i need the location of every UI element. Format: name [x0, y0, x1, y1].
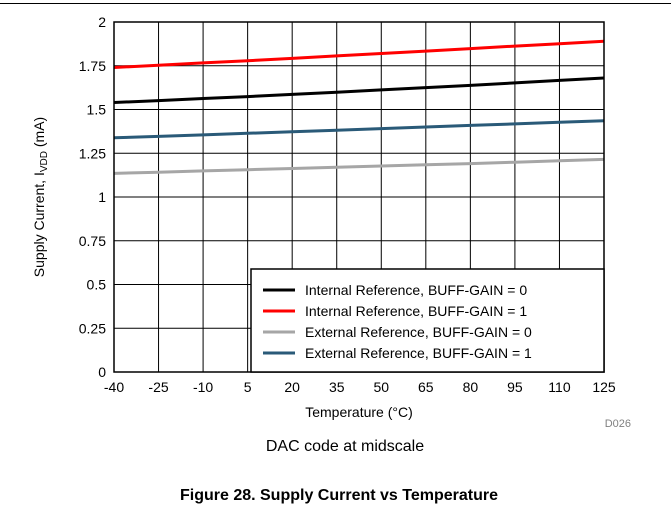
- chart-annotation: DAC code at midscale: [266, 438, 424, 455]
- series-line: [113, 157, 605, 175]
- x-tick-label: -25: [148, 379, 168, 395]
- x-tick-label: 110: [548, 379, 571, 395]
- y-tick-label: 0.75: [79, 233, 106, 249]
- x-tick-label: -10: [193, 379, 213, 395]
- y-axis-title-subscript: VDD: [39, 151, 50, 172]
- y-axis-title-main: Supply Current, I: [31, 172, 47, 277]
- y-tick-label: 1: [98, 189, 106, 205]
- x-tick-label: 35: [329, 379, 345, 395]
- y-tick-label: 0: [98, 364, 106, 380]
- y-axis-title: Supply Current, IVDD (mA): [31, 117, 50, 277]
- y-tick-label: 1.75: [79, 58, 106, 74]
- x-tick-labels: -40 -25 -10 5 20 35 50 65 80 95 110 125: [104, 379, 616, 395]
- legend-entry: Internal Reference, BUFF-GAIN = 1: [305, 303, 527, 319]
- series-line: [113, 119, 605, 140]
- y-tick-label: 1.25: [79, 145, 106, 161]
- legend-entry: External Reference, BUFF-GAIN = 0: [305, 324, 532, 340]
- y-tick-label: 2: [98, 14, 106, 30]
- series-line: [113, 39, 605, 69]
- x-tick-label: 80: [463, 379, 479, 395]
- x-tick-label: -40: [104, 379, 124, 395]
- x-tick-label: 50: [373, 379, 389, 395]
- y-tick-label: 0.5: [87, 277, 107, 293]
- y-tick-label: 1.5: [87, 102, 107, 118]
- legend-box: [250, 268, 605, 373]
- figure-caption: Figure 28. Supply Current vs Temperature: [180, 487, 498, 504]
- legend-entry: External Reference, BUFF-GAIN = 1: [305, 345, 532, 361]
- x-tick-label: 95: [507, 379, 523, 395]
- series-line: [113, 76, 605, 104]
- y-tick-label: 0.25: [79, 320, 106, 336]
- x-axis-title: Temperature (°C): [305, 404, 413, 420]
- x-tick-label: 5: [244, 379, 252, 395]
- figure-code: D026: [605, 418, 631, 430]
- legend-entry: Internal Reference, BUFF-GAIN = 0: [305, 282, 527, 298]
- y-axis-title-unit: (mA): [31, 117, 47, 151]
- legend: Internal Reference, BUFF-GAIN = 0 Interna…: [250, 268, 605, 373]
- y-tick-labels: 0 0.25 0.5 0.75 1 1.25 1.5 1.75 2: [79, 14, 106, 380]
- series-layer: [113, 39, 605, 175]
- x-tick-label: 125: [592, 379, 616, 395]
- x-tick-label: 65: [418, 379, 434, 395]
- x-tick-label: 20: [284, 379, 300, 395]
